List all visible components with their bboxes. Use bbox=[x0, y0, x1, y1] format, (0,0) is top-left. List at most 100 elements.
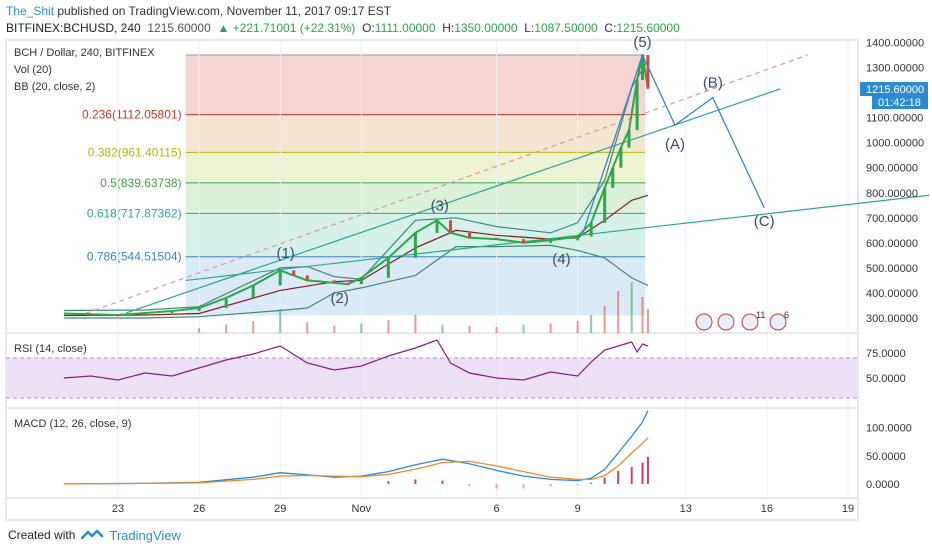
last-price: 1215.60000 bbox=[147, 21, 211, 35]
badge-countdown: 01:42:18 bbox=[878, 97, 921, 109]
elliott-wave-path[interactable] bbox=[582, 53, 765, 234]
volume-bar bbox=[252, 321, 255, 333]
macd-histogram bbox=[387, 456, 649, 489]
macd-signal-line bbox=[63, 437, 649, 485]
macd-tick-label: 0.0000 bbox=[866, 479, 900, 491]
macd-histogram-bar bbox=[617, 471, 620, 484]
macd-histogram-bar bbox=[630, 467, 633, 484]
wave-label: (2) bbox=[331, 290, 349, 307]
candle bbox=[589, 222, 593, 237]
volume-bar bbox=[603, 306, 606, 333]
volume-bar bbox=[646, 309, 649, 333]
fib-zone bbox=[185, 114, 646, 153]
rsi-line bbox=[63, 339, 649, 381]
candle bbox=[435, 220, 439, 233]
candle bbox=[413, 232, 417, 258]
badge-time-bg bbox=[872, 96, 928, 109]
volume-bar bbox=[441, 324, 444, 333]
volume-bar bbox=[198, 328, 201, 333]
volume-bars bbox=[198, 282, 649, 333]
tradingview-brand-link[interactable]: TradingView bbox=[109, 527, 181, 543]
wave-label: (B) bbox=[703, 75, 723, 92]
us-flag-icon[interactable] bbox=[695, 313, 713, 331]
close-label: C: bbox=[604, 21, 617, 35]
us-flag-icon[interactable] bbox=[769, 313, 787, 331]
time-tick-label: 19 bbox=[842, 503, 854, 515]
price-change: ▲ +221.71001 (+22.31%) bbox=[217, 21, 356, 35]
macd-histogram-bar bbox=[495, 483, 498, 489]
trendline bbox=[85, 54, 808, 315]
publish-line: The_Shit published on TradingView.com, N… bbox=[6, 4, 391, 18]
time-tick-label: 16 bbox=[761, 503, 773, 515]
candle bbox=[143, 312, 147, 315]
macd-tick-label: 100.0000 bbox=[866, 423, 912, 435]
candle bbox=[332, 280, 336, 283]
wave-label: (4) bbox=[552, 251, 570, 268]
price-tick-label: 700.00000 bbox=[866, 213, 918, 225]
open-value: 1111.00000 bbox=[374, 21, 436, 35]
candle bbox=[611, 167, 615, 188]
fib-level-label: 0.382(961.40115) bbox=[88, 145, 182, 159]
badge-price: 1215.60000 bbox=[866, 84, 924, 96]
wave-label: (A) bbox=[665, 136, 685, 153]
candle bbox=[467, 232, 471, 238]
created-with-text: Created with bbox=[8, 528, 76, 542]
macd-histogram-bar bbox=[468, 483, 471, 487]
bollinger-legend: BB (20, close, 2) bbox=[14, 81, 95, 93]
macd-histogram-bar bbox=[441, 480, 444, 484]
main-legend: BCH / Dollar, 240, BITFINEX Vol (20) BB … bbox=[14, 47, 155, 93]
price-tick-label: 1100.00000 bbox=[866, 113, 923, 125]
time-tick-label: 13 bbox=[680, 503, 692, 515]
fib-zone bbox=[185, 182, 646, 214]
ohlc-line: BITFINEX:BCHUSD, 240 1215.60000 ▲ +221.7… bbox=[6, 21, 680, 35]
price-tick-label: 300.00000 bbox=[866, 313, 918, 325]
price-grid bbox=[117, 40, 849, 498]
author-link[interactable]: The_Shit bbox=[6, 4, 55, 18]
candle bbox=[646, 55, 650, 89]
fib-level-label: 0.618(717.87362) bbox=[87, 206, 182, 220]
volume-bar bbox=[306, 322, 309, 333]
rsi-axis: 75.0000 50.0000 bbox=[866, 348, 906, 385]
candle bbox=[386, 257, 390, 278]
candle bbox=[359, 277, 363, 285]
time-tick-label: 23 bbox=[112, 503, 124, 515]
fib-level-label: 0.786(544.51504) bbox=[87, 250, 182, 264]
volume-bar bbox=[414, 315, 417, 333]
volume-bar bbox=[641, 297, 644, 333]
candle bbox=[495, 237, 499, 240]
price-axis[interactable]: 1400.00000 1300.00000 1100.00000 1000.00000… bbox=[866, 38, 924, 325]
volume-bar bbox=[333, 325, 336, 333]
candle bbox=[224, 297, 228, 308]
volume-bar bbox=[468, 325, 471, 333]
volume-bar bbox=[495, 327, 498, 333]
high-label: H: bbox=[442, 21, 455, 35]
us-flag-icon[interactable] bbox=[717, 313, 735, 331]
trendline bbox=[185, 194, 930, 282]
volume-bar bbox=[617, 291, 620, 333]
us-flag-icon[interactable] bbox=[741, 313, 759, 331]
high-value: 1350.00000 bbox=[454, 21, 518, 35]
open-label: O: bbox=[362, 21, 375, 35]
candle bbox=[522, 239, 526, 243]
fib-level-label: 0.236(1112.05801) bbox=[82, 108, 182, 122]
event-count-b: 6 bbox=[784, 310, 789, 320]
time-axis[interactable]: 23 26 29 Nov 6 9 13 16 19 bbox=[112, 503, 854, 515]
macd-histogram-bar bbox=[414, 479, 417, 484]
badge-price-bg bbox=[860, 82, 928, 96]
candle bbox=[116, 314, 120, 317]
candle bbox=[346, 282, 350, 285]
macd-histogram-bar bbox=[603, 477, 606, 484]
trendlines[interactable] bbox=[85, 54, 930, 315]
candle bbox=[619, 147, 623, 168]
chart-header: The_Shit published on TradingView.com, N… bbox=[0, 0, 932, 40]
published-text: published on TradingView.com, November 1… bbox=[57, 4, 392, 18]
wave-label: (1) bbox=[276, 245, 294, 262]
low-label: L: bbox=[524, 21, 535, 35]
event-badges[interactable]: 11 6 bbox=[695, 310, 789, 331]
time-tick-label: Nov bbox=[352, 503, 372, 515]
rsi-legend: RSI (14, close) bbox=[14, 343, 87, 355]
wave-label: (3) bbox=[431, 197, 449, 214]
volume-bar bbox=[522, 324, 525, 333]
macd-histogram-bar bbox=[522, 483, 525, 489]
